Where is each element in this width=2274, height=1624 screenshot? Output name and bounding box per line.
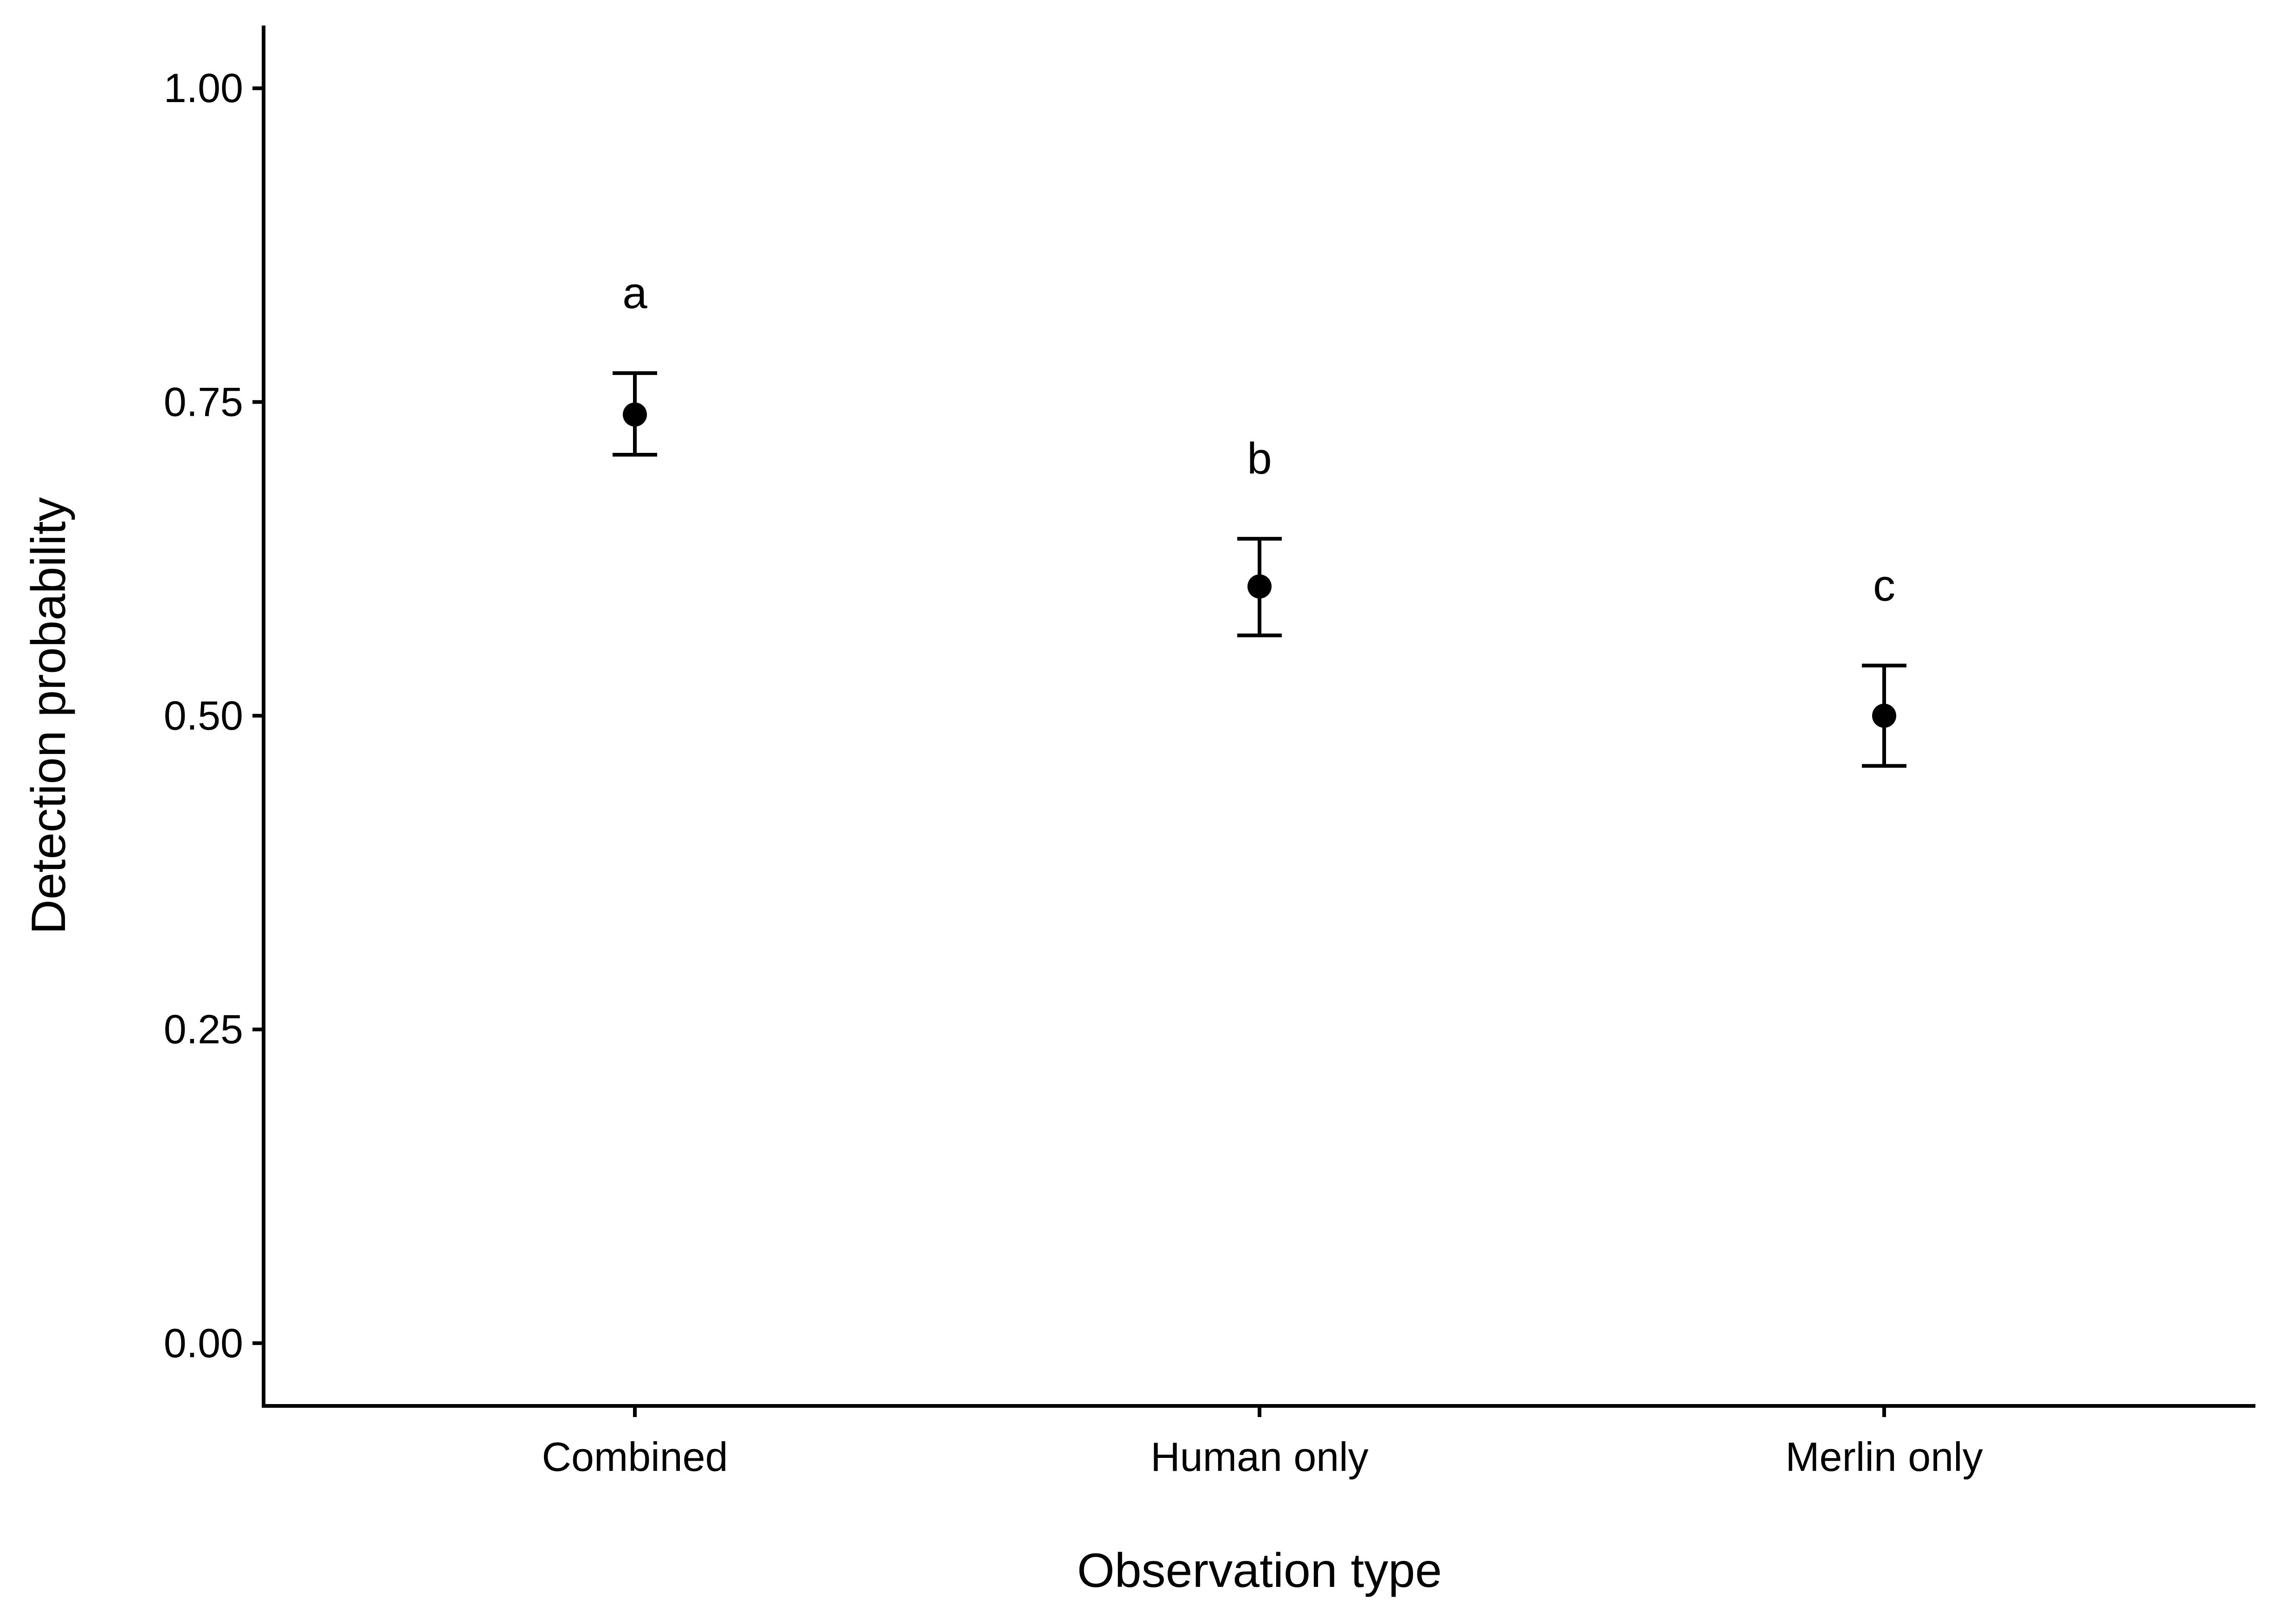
data-marks: a b c xyxy=(613,268,1906,768)
group-label: c xyxy=(1873,561,1895,610)
y-tick-label: 1.00 xyxy=(164,65,243,111)
y-tick-label: 0.50 xyxy=(164,693,243,739)
x-axis-title: Observation type xyxy=(1077,1544,1442,1598)
data-point xyxy=(1872,703,1896,728)
y-tick-label: 0.00 xyxy=(164,1320,243,1366)
y-tick-label: 0.75 xyxy=(164,379,243,425)
y-axis-title: Detection probability xyxy=(22,497,76,934)
data-point xyxy=(623,402,647,427)
data-point xyxy=(1247,574,1272,599)
x-tick-label: Merlin only xyxy=(1785,1434,1983,1480)
x-axis: Combined Human only Merlin only xyxy=(262,1404,2255,1480)
y-axis: 0.00 0.25 0.50 0.75 1.00 xyxy=(164,26,265,1408)
x-tick-label: Human only xyxy=(1150,1434,1369,1480)
group-label: a xyxy=(622,268,647,318)
x-tick-label: Combined xyxy=(542,1434,728,1480)
y-tick-label: 0.25 xyxy=(164,1006,243,1052)
group-label: b xyxy=(1247,434,1272,483)
